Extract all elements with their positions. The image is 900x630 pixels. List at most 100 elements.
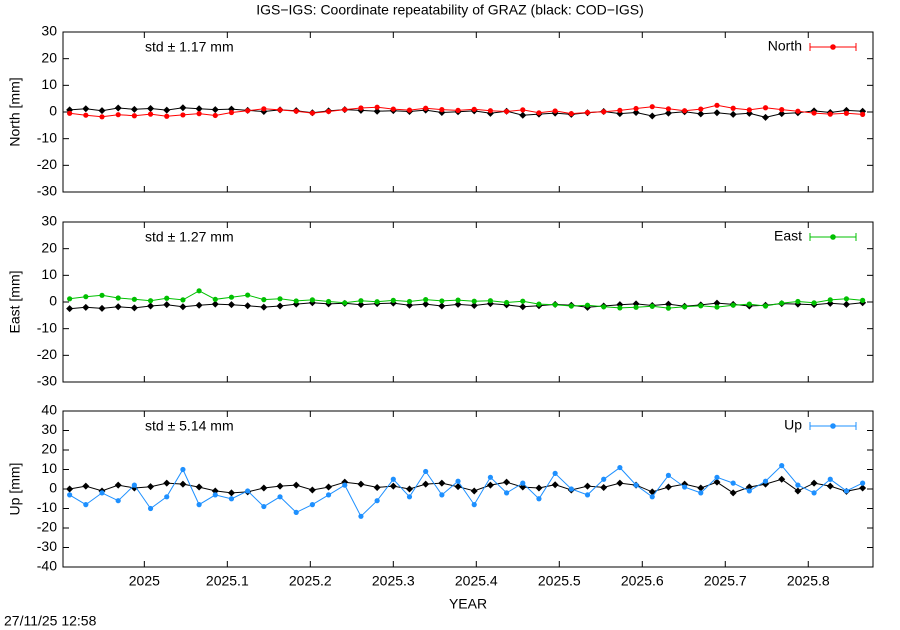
data-point (260, 303, 268, 311)
timestamp: 27/11/25 12:58 (4, 613, 97, 629)
data-point (487, 108, 494, 114)
y-tick-label: 0 (49, 103, 57, 119)
data-point (293, 509, 299, 515)
data-point (632, 109, 640, 117)
data-point (163, 479, 171, 487)
data-point (406, 494, 413, 500)
data-point (358, 298, 364, 304)
data-point (309, 110, 315, 116)
data-point (714, 304, 720, 310)
data-point (325, 492, 332, 498)
data-point (389, 482, 397, 490)
data-point (730, 302, 736, 308)
data-point (600, 483, 608, 491)
data-point (147, 111, 154, 117)
data-point (745, 483, 753, 491)
data-point (423, 105, 429, 111)
data-point (195, 105, 203, 113)
data-point (779, 300, 785, 306)
x-tick-label: 2025.4 (455, 573, 498, 589)
data-point (130, 105, 138, 113)
data-point (67, 492, 73, 498)
data-point (405, 301, 413, 309)
annotation: std ± 5.14 mm (145, 418, 234, 434)
data-point (212, 492, 218, 498)
data-point (520, 298, 526, 304)
annotation: std ± 1.27 mm (145, 229, 234, 245)
x-tick-label: 2025.8 (787, 573, 830, 589)
data-point (552, 302, 558, 308)
data-point (374, 299, 380, 305)
data-point (730, 480, 736, 486)
data-point (601, 476, 607, 482)
data-point (551, 481, 559, 489)
data-point (471, 298, 477, 304)
data-point (584, 492, 591, 498)
data-point (99, 490, 105, 496)
y-tick-label: -40 (37, 558, 57, 574)
data-point (422, 300, 430, 308)
data-point (244, 302, 252, 310)
data-point (357, 301, 365, 309)
data-point (406, 298, 413, 305)
data-point (66, 305, 74, 313)
series-line (69, 104, 863, 118)
data-point (195, 483, 203, 491)
data-point (664, 109, 672, 117)
data-point (293, 108, 299, 114)
data-point (520, 107, 526, 113)
legend-label: North (768, 38, 802, 54)
data-point (276, 302, 284, 310)
data-point (99, 292, 105, 298)
data-point (827, 297, 833, 303)
data-point (779, 107, 785, 113)
data-point (114, 104, 122, 112)
data-point (617, 464, 623, 471)
legend-label: East (774, 228, 802, 244)
data-point (277, 494, 283, 500)
data-point (212, 112, 218, 119)
data-point (276, 482, 284, 490)
x-tick-label: 2025.7 (704, 573, 747, 589)
y-tick-label: 30 (41, 23, 57, 39)
data-point (228, 294, 235, 300)
data-point (843, 110, 850, 116)
data-point (261, 106, 267, 112)
x-tick-label: 2025 (129, 573, 160, 589)
data-point (309, 297, 315, 303)
data-point (83, 502, 89, 508)
data-point (147, 302, 155, 310)
y-tick-label: 20 (41, 441, 57, 457)
y-tick-label: 20 (41, 239, 57, 255)
data-point (811, 490, 817, 496)
data-point (859, 484, 867, 492)
data-point (746, 107, 752, 113)
data-point (487, 474, 494, 480)
data-point (195, 301, 203, 309)
x-tick-label: 2025.5 (538, 573, 581, 589)
data-point (471, 106, 477, 112)
data-point (180, 112, 186, 118)
data-point (261, 503, 267, 510)
data-point (211, 487, 219, 495)
y-tick-label: -10 (37, 319, 57, 335)
data-point (131, 113, 137, 119)
data-point (358, 513, 364, 519)
data-point (147, 483, 155, 491)
data-point (147, 298, 154, 304)
data-point (164, 494, 170, 500)
data-point (423, 468, 429, 475)
data-point (293, 298, 299, 304)
data-point (601, 304, 607, 310)
data-point (358, 105, 364, 111)
data-point (228, 496, 235, 502)
data-point (115, 112, 121, 118)
data-point (730, 105, 736, 111)
y-tick-label: -30 (37, 373, 57, 389)
data-point (342, 107, 348, 113)
data-point (147, 505, 154, 512)
data-point (390, 476, 396, 482)
data-point (682, 304, 688, 310)
data-point (114, 481, 122, 489)
series-line (69, 464, 863, 518)
